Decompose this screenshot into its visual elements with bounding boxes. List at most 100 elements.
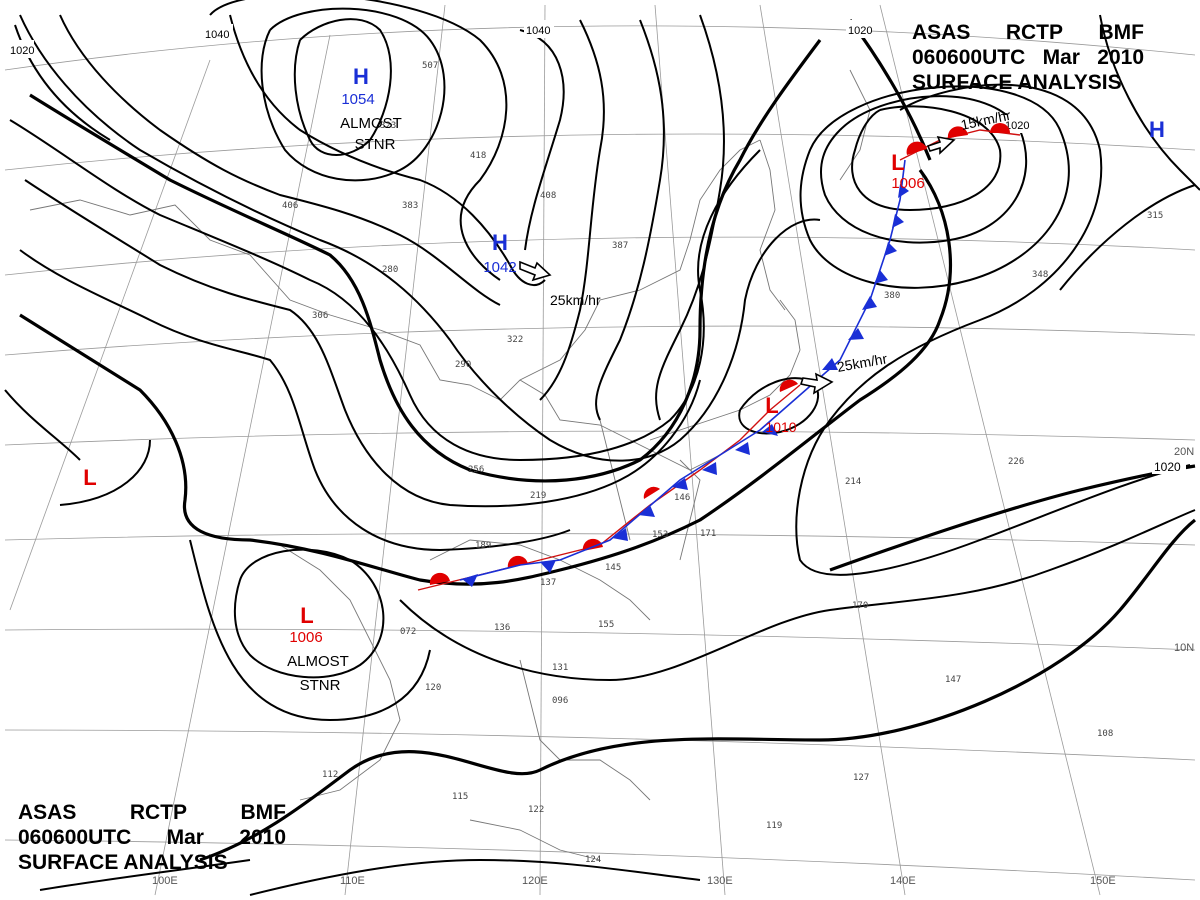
title-station: RCTP: [129, 801, 188, 824]
svg-text:L: L: [83, 465, 96, 490]
station-value: 214: [845, 477, 861, 487]
station-value: 323: [380, 121, 396, 131]
station-value: 507: [422, 61, 438, 71]
isobar-labels: 1020 1040 1040 1020 1020 1020: [8, 20, 1186, 474]
isobar-label: 1020: [848, 25, 872, 37]
svg-text:H: H: [492, 230, 508, 255]
low-pressure-center: L: [83, 465, 96, 490]
station-value: 387: [612, 241, 628, 251]
motion-arrows: [519, 135, 956, 395]
graticule: [4, 4, 1196, 896]
station-value: 418: [470, 151, 486, 161]
station-value: 322: [507, 335, 523, 345]
station-value: 145: [605, 563, 621, 573]
station-value: 155: [598, 620, 614, 630]
title-product: SURFACE ANALYSIS: [912, 71, 1122, 94]
svg-text:H: H: [353, 64, 369, 89]
svg-text:L: L: [891, 150, 904, 175]
lon-label: 120E: [522, 875, 548, 887]
title-agency: ASAS: [912, 21, 971, 44]
station-value: 146: [674, 493, 690, 503]
station-value: 108: [1097, 729, 1113, 739]
isobar-label: 1020: [1005, 120, 1029, 132]
station-value: 153: [652, 530, 668, 540]
lon-label: 140E: [890, 875, 916, 887]
station-value: 189: [475, 541, 491, 551]
station-plots: 507 323 418 406 383 408 387 280 322 290 …: [282, 61, 1163, 865]
fronts: [417, 123, 1021, 591]
svg-text:STNR: STNR: [300, 677, 341, 694]
isobars: [4, 0, 1200, 896]
station-value: 383: [402, 201, 418, 211]
title-year: 2010: [1097, 46, 1144, 69]
station-value: 122: [528, 805, 544, 815]
station-value: 171: [700, 529, 716, 539]
station-value: 290: [455, 360, 471, 370]
svg-text:ALMOST: ALMOST: [287, 653, 349, 670]
station-value: 256: [468, 465, 484, 475]
title-time: 060600UTC: [912, 46, 1026, 69]
title-month: Mar: [1042, 46, 1080, 69]
high-pressure-center: H 1042 25km/hr: [483, 230, 601, 308]
title-product: SURFACE ANALYSIS: [18, 851, 228, 874]
map-title-top-right: ASAS RCTP BMF 060600UTC Mar 2010 SURFACE…: [912, 20, 1144, 95]
station-value: 119: [766, 821, 782, 831]
title-station: RCTP: [1005, 21, 1064, 44]
lon-label: 110E: [340, 875, 365, 887]
title-code: BMF: [240, 801, 287, 824]
lat-label: 10N: [1174, 642, 1194, 654]
station-value: 131: [552, 663, 568, 673]
svg-text:L: L: [765, 393, 778, 418]
cold-front-triangle: [462, 184, 909, 587]
title-year: 2010: [239, 826, 286, 849]
svg-text:1010: 1010: [765, 419, 796, 435]
svg-text:1054: 1054: [341, 91, 374, 108]
isobar-label: 1020: [10, 45, 34, 57]
coordinate-labels: 100E 110E 120E 130E 140E 150E 20N 10N: [152, 446, 1194, 887]
station-value: 115: [452, 792, 468, 802]
station-value: 147: [945, 675, 961, 685]
svg-text:1006: 1006: [891, 175, 924, 192]
low-pressure-center: L 1006 ALMOST STNR: [287, 603, 349, 694]
station-value: 072: [400, 627, 416, 637]
station-value: 219: [530, 491, 546, 501]
title-month: Mar: [166, 826, 204, 849]
station-value: 306: [312, 311, 328, 321]
coastlines: [29, 69, 871, 861]
lon-label: 100E: [152, 875, 178, 887]
lat-label: 20N: [1174, 446, 1194, 458]
lon-label: 130E: [707, 875, 733, 887]
svg-text:L: L: [300, 603, 313, 628]
station-value: 226: [1008, 457, 1024, 467]
station-value: 348: [1032, 270, 1048, 280]
svg-text:H: H: [1149, 117, 1165, 142]
title-time: 060600UTC: [18, 826, 132, 849]
svg-text:ALMOST: ALMOST: [340, 115, 402, 132]
lon-label: 150E: [1090, 875, 1116, 887]
station-value: 096: [552, 696, 568, 706]
station-value: 120: [425, 683, 441, 693]
high-pressure-center: H 1054 ALMOST STNR: [340, 64, 402, 153]
pressure-centers: H 1054 ALMOST STNR H 1042 25km/hr H L 10…: [83, 64, 1165, 694]
title-agency: ASAS: [18, 801, 77, 824]
map-title-bottom-left: ASAS RCTP BMF 060600UTC Mar 2010 SURFACE…: [18, 800, 286, 875]
station-value: 170: [852, 601, 868, 611]
isobar-label: 1040: [526, 25, 550, 37]
station-value: 408: [540, 191, 556, 201]
station-value: 315: [1147, 211, 1163, 221]
isobar-label: 1020: [1154, 460, 1181, 474]
station-value: 137: [540, 578, 556, 588]
station-value: 127: [853, 773, 869, 783]
station-value: 406: [282, 201, 298, 211]
station-value: 380: [884, 291, 900, 301]
high-pressure-center: H: [1149, 117, 1165, 142]
motion-speed: 25km/hr: [550, 292, 601, 308]
station-value: 280: [382, 265, 398, 275]
station-value: 136: [494, 623, 510, 633]
svg-text:1006: 1006: [289, 629, 322, 646]
station-value: 124: [585, 855, 601, 865]
isobar-label: 1040: [205, 29, 229, 41]
warm-front-semicircle: [429, 123, 1010, 585]
svg-text:STNR: STNR: [355, 136, 396, 153]
